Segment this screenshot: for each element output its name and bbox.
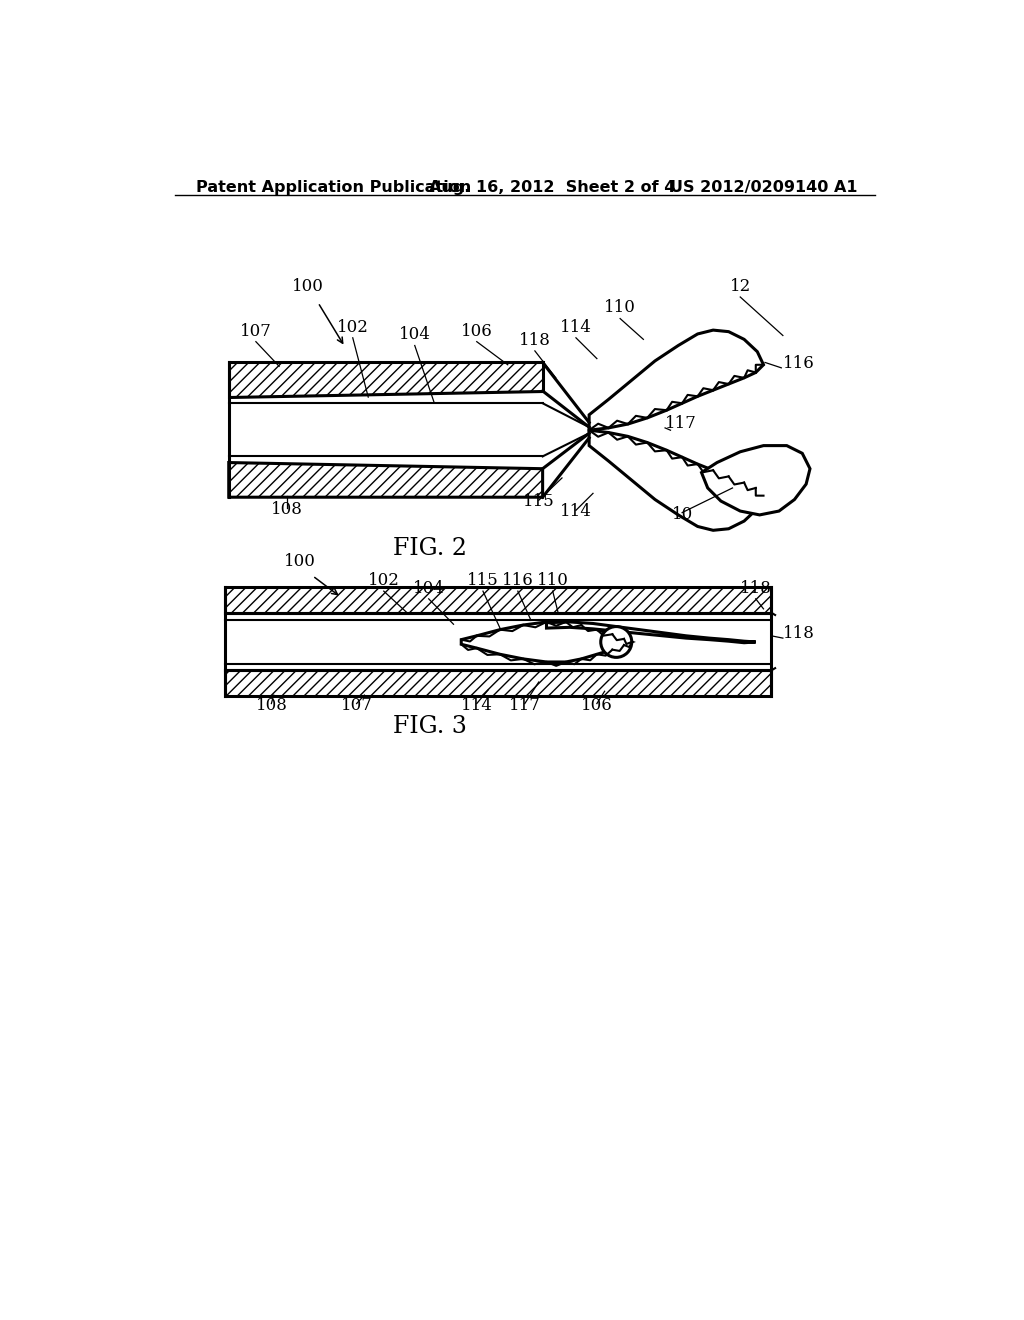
Text: 110: 110 [604, 300, 636, 317]
Text: 118: 118 [783, 626, 815, 642]
Text: 115: 115 [523, 494, 555, 511]
Text: FIG. 3: FIG. 3 [393, 715, 467, 738]
Text: 104: 104 [413, 579, 444, 597]
Polygon shape [589, 330, 764, 430]
Text: 118: 118 [519, 331, 551, 348]
Text: 116: 116 [783, 355, 815, 372]
Text: 102: 102 [337, 318, 369, 335]
Text: 114: 114 [560, 318, 592, 335]
Text: 116: 116 [502, 572, 534, 589]
Text: FIG. 2: FIG. 2 [393, 537, 467, 560]
Text: 10: 10 [672, 506, 693, 523]
Text: 107: 107 [341, 697, 373, 714]
Text: 108: 108 [255, 697, 288, 714]
Text: Aug. 16, 2012  Sheet 2 of 4: Aug. 16, 2012 Sheet 2 of 4 [429, 180, 675, 195]
Text: 106: 106 [581, 697, 612, 714]
Text: 117: 117 [509, 697, 541, 714]
Text: 100: 100 [284, 553, 316, 570]
Text: 12: 12 [730, 277, 751, 294]
Text: 108: 108 [271, 502, 303, 519]
Text: 107: 107 [240, 322, 271, 339]
Polygon shape [228, 462, 543, 498]
Text: 102: 102 [368, 572, 399, 589]
Polygon shape [701, 446, 810, 515]
Text: 110: 110 [537, 572, 568, 589]
Text: 117: 117 [665, 414, 697, 432]
Text: 100: 100 [292, 277, 324, 294]
Circle shape [601, 627, 632, 657]
Polygon shape [589, 430, 764, 531]
Polygon shape [228, 363, 543, 397]
Text: 104: 104 [398, 326, 431, 343]
Text: 114: 114 [461, 697, 493, 714]
Text: US 2012/0209140 A1: US 2012/0209140 A1 [671, 180, 858, 195]
Polygon shape [547, 622, 756, 643]
Polygon shape [225, 587, 771, 612]
Text: 106: 106 [461, 322, 493, 339]
Text: Patent Application Publication: Patent Application Publication [197, 180, 471, 195]
Text: 115: 115 [467, 572, 499, 589]
Polygon shape [225, 671, 771, 696]
Polygon shape [461, 622, 632, 663]
Text: 118: 118 [739, 579, 772, 597]
Text: 114: 114 [560, 503, 592, 520]
